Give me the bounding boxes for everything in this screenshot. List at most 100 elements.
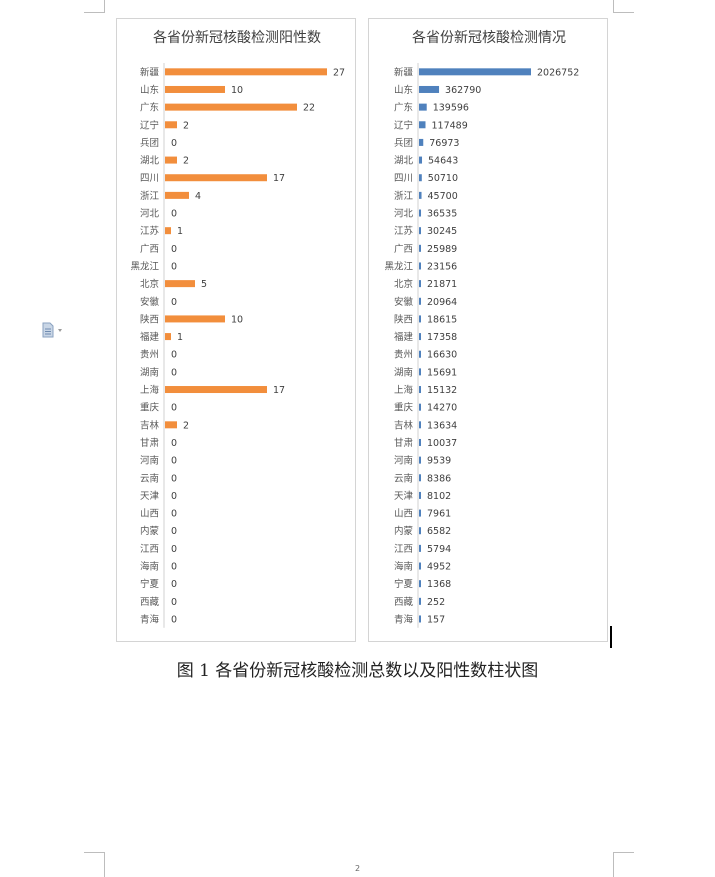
data-label: 0 xyxy=(171,350,177,361)
bar xyxy=(165,68,327,76)
bar xyxy=(165,103,297,111)
data-label: 8386 xyxy=(427,473,451,484)
data-label: 4 xyxy=(195,191,201,202)
test-totals-chart: 各省份新冠核酸检测情况 新疆 2026752 山东 362790 广东 139596 辽宁 11… xyxy=(368,18,608,642)
bar xyxy=(419,562,421,570)
data-label: 7961 xyxy=(427,509,451,520)
bar xyxy=(165,121,177,129)
data-label: 2 xyxy=(183,156,189,167)
data-label: 0 xyxy=(171,579,177,590)
category-tick-label: 上海 xyxy=(140,384,160,396)
bar xyxy=(419,138,424,146)
data-label: 0 xyxy=(171,438,177,449)
category-tick-label: 广东 xyxy=(140,102,159,114)
category-tick-label: 广东 xyxy=(394,102,413,114)
category-tick-label: 陕西 xyxy=(394,313,413,325)
document-icon[interactable] xyxy=(42,322,64,338)
data-label: 5794 xyxy=(427,544,451,555)
category-tick-label: 安徽 xyxy=(140,296,160,308)
bar xyxy=(419,350,421,358)
data-label: 21871 xyxy=(427,279,457,290)
data-label: 17 xyxy=(273,173,285,184)
category-tick-label: 青海 xyxy=(140,613,160,625)
data-label: 9539 xyxy=(427,456,451,467)
data-label: 0 xyxy=(171,297,177,308)
category-tick-label: 河南 xyxy=(394,455,413,467)
data-label: 0 xyxy=(171,473,177,484)
category-tick-label: 四川 xyxy=(394,173,413,184)
bar xyxy=(165,156,177,164)
data-label: 16630 xyxy=(427,350,457,361)
data-label: 0 xyxy=(171,244,177,255)
category-tick-label: 河南 xyxy=(140,455,159,467)
data-label: 54643 xyxy=(428,156,458,167)
data-label: 17358 xyxy=(427,332,457,343)
category-tick-label: 吉林 xyxy=(140,419,160,431)
category-tick-label: 浙江 xyxy=(140,190,160,202)
bar xyxy=(419,438,421,446)
data-label: 0 xyxy=(171,614,177,625)
data-label: 45700 xyxy=(428,191,458,202)
category-tick-label: 甘肃 xyxy=(140,437,159,449)
data-label: 2 xyxy=(183,420,189,431)
bar xyxy=(419,156,423,164)
data-label: 2 xyxy=(183,120,189,131)
bar xyxy=(419,386,421,394)
data-label: 0 xyxy=(171,456,177,467)
data-label: 18615 xyxy=(427,314,457,325)
bar xyxy=(165,85,225,93)
crop-mark-bottom-right xyxy=(613,852,634,877)
data-label: 4952 xyxy=(427,562,451,573)
data-label: 0 xyxy=(171,491,177,502)
category-tick-label: 新疆 xyxy=(394,66,414,78)
category-tick-label: 山西 xyxy=(140,509,159,520)
data-label: 13634 xyxy=(427,420,457,431)
category-tick-label: 河北 xyxy=(394,208,414,220)
bar xyxy=(419,262,421,270)
data-label: 139596 xyxy=(433,103,469,114)
category-tick-label: 江苏 xyxy=(394,225,414,237)
data-label: 8102 xyxy=(427,491,451,502)
category-tick-label: 安徽 xyxy=(394,296,414,308)
data-label: 0 xyxy=(171,138,177,149)
bar xyxy=(419,527,421,535)
category-tick-label: 广西 xyxy=(394,243,413,255)
category-tick-label: 广西 xyxy=(140,243,159,255)
bar xyxy=(419,209,422,217)
bar xyxy=(419,297,421,305)
bar xyxy=(419,85,440,93)
category-tick-label: 云南 xyxy=(394,472,413,484)
data-label: 1 xyxy=(177,332,183,343)
text-cursor xyxy=(610,626,612,648)
bar xyxy=(419,280,421,288)
data-label: 117489 xyxy=(431,120,467,131)
data-label: 25989 xyxy=(427,244,457,255)
bar xyxy=(419,227,421,235)
data-label: 252 xyxy=(427,597,445,608)
data-label: 157 xyxy=(427,614,445,625)
bar xyxy=(165,386,267,394)
bar xyxy=(419,544,421,552)
category-tick-label: 宁夏 xyxy=(140,578,160,590)
data-label: 10037 xyxy=(427,438,457,449)
category-tick-label: 山东 xyxy=(140,84,159,96)
category-tick-label: 天津 xyxy=(140,491,160,502)
bar xyxy=(419,174,422,182)
category-tick-label: 陕西 xyxy=(140,313,159,325)
data-label: 36535 xyxy=(427,209,457,220)
category-tick-label: 兵团 xyxy=(394,137,413,149)
data-label: 27 xyxy=(333,67,345,78)
category-tick-label: 福建 xyxy=(394,331,414,343)
data-label: 0 xyxy=(171,509,177,520)
data-label: 0 xyxy=(171,526,177,537)
category-tick-label: 甘肃 xyxy=(394,437,413,449)
data-label: 50710 xyxy=(428,173,458,184)
category-tick-label: 西藏 xyxy=(140,596,160,608)
data-label: 1 xyxy=(177,226,183,237)
crop-mark-top-right xyxy=(613,0,634,13)
bar xyxy=(165,227,171,235)
data-label: 10 xyxy=(231,314,243,325)
bar xyxy=(165,333,171,341)
category-tick-label: 黑龙江 xyxy=(130,260,159,272)
